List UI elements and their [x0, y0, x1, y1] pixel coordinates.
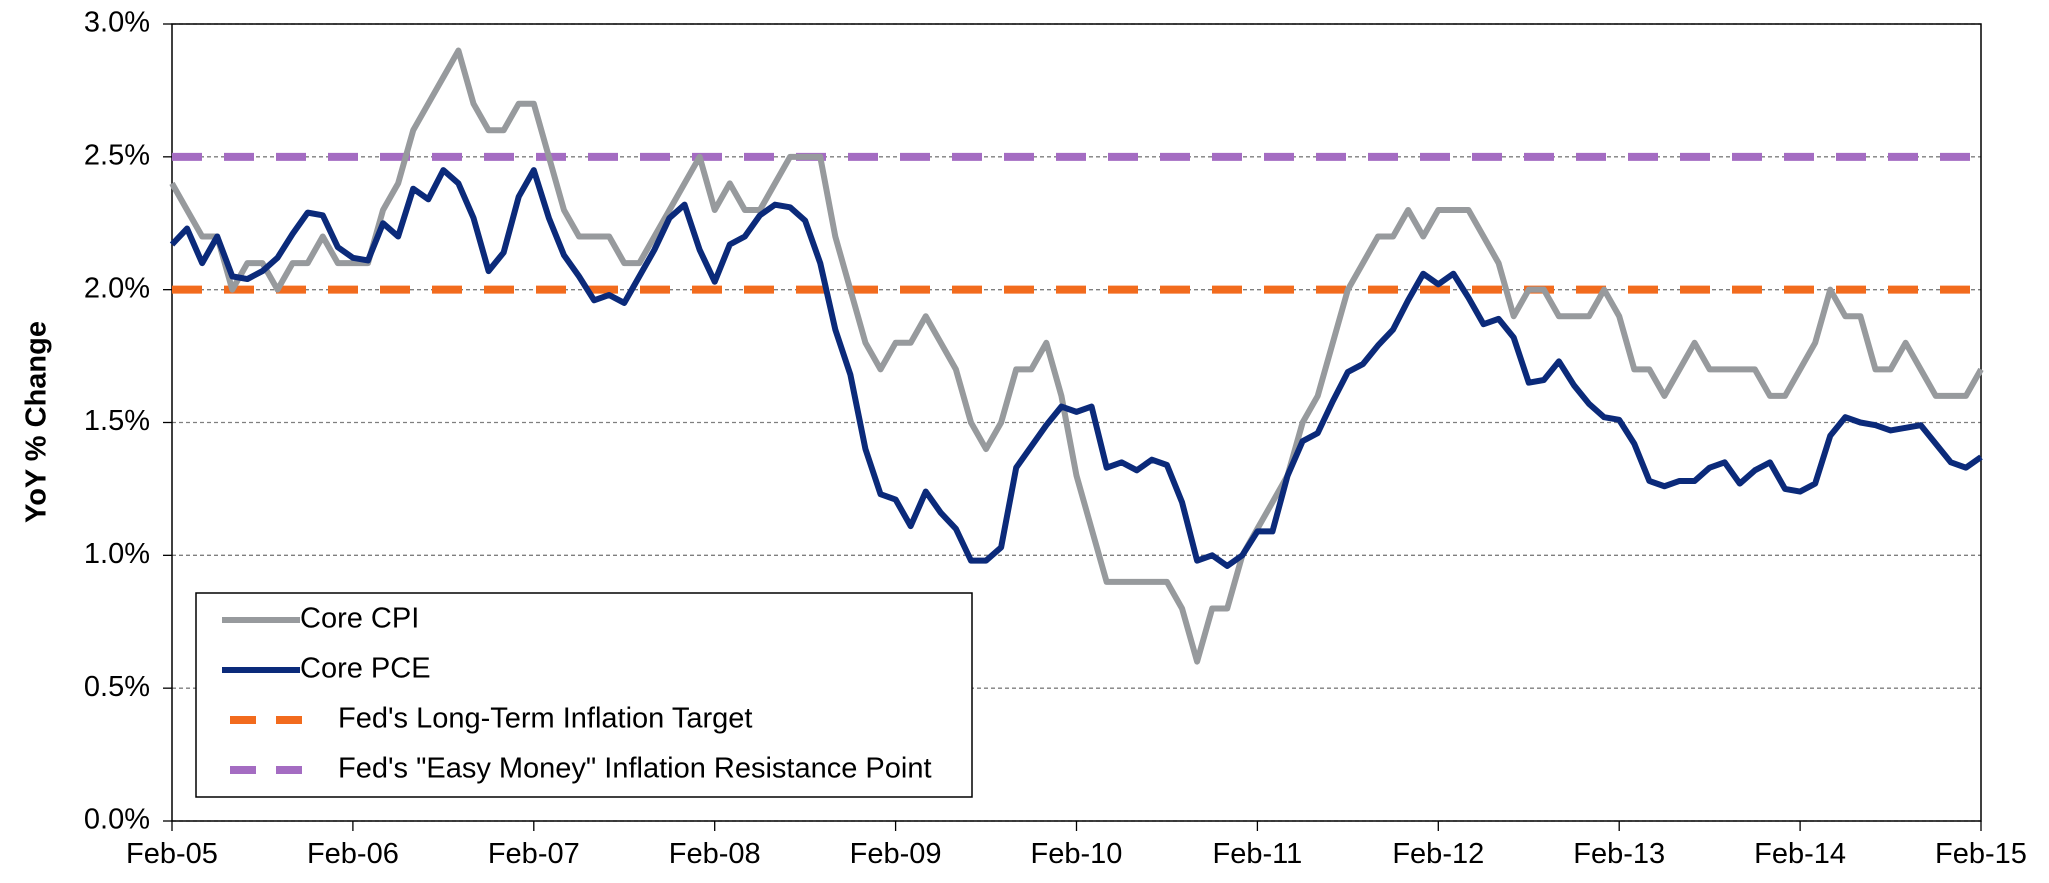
legend-box [195, 592, 973, 798]
x-tick-label: Feb-14 [1754, 838, 1846, 870]
series-line [169, 167, 1983, 569]
x-tick-label: Feb-11 [1213, 838, 1303, 870]
x-tick-label: Feb-06 [307, 838, 399, 870]
x-tick-label: Feb-05 [126, 838, 218, 870]
y-tick-label: 1.5% [84, 405, 150, 437]
y-tick-label: 2.5% [84, 139, 150, 171]
legend-label: Fed's Long-Term Inflation Target [338, 703, 752, 735]
x-tick-label: Feb-12 [1392, 838, 1484, 870]
series-line [169, 47, 1984, 665]
x-tick-label: Feb-08 [669, 838, 761, 870]
legend-label: Core PCE [300, 653, 431, 685]
x-tick-label: Feb-13 [1573, 838, 1665, 870]
y-tick-label: 1.0% [84, 538, 150, 570]
legend-label: Core CPI [300, 603, 419, 635]
legend-label: Fed's "Easy Money" Inflation Resistance … [338, 753, 932, 785]
x-tick-label: Feb-07 [488, 838, 580, 870]
y-tick-label: 0.5% [84, 671, 150, 703]
y-tick-label: 2.0% [84, 272, 150, 304]
y-axis-label: YoY % Change [21, 321, 53, 523]
y-tick-label: 3.0% [84, 7, 150, 39]
y-tick-label: 0.0% [84, 804, 150, 836]
x-tick-label: Feb-09 [850, 838, 942, 870]
x-tick-label: Feb-10 [1031, 838, 1123, 870]
x-tick-label: Feb-15 [1935, 838, 2027, 870]
